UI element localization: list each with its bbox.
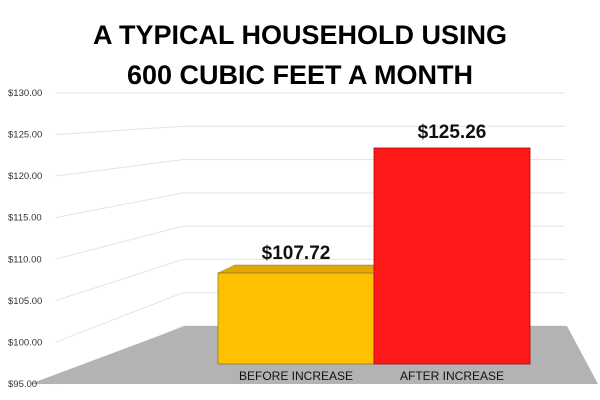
data-label: $107.72 (262, 243, 331, 264)
gridline-diagonal (54, 292, 184, 343)
chart-title-line-1: A TYPICAL HOUSEHOLD USING (93, 20, 507, 50)
gridline-diagonal (54, 125, 184, 136)
bars (217, 147, 531, 365)
gridline-diagonal (54, 258, 184, 302)
bar-1 (373, 147, 531, 365)
y-tick-label: $105.00 (8, 296, 42, 307)
gridline-diagonal (54, 159, 184, 177)
y-tick-label: $125.00 (8, 130, 42, 141)
data-label: $125.26 (418, 122, 487, 143)
gridline-diagonal (54, 192, 184, 219)
chart-title-line-2: 600 CUBIC FEET A MONTH (127, 60, 473, 90)
category-label: AFTER INCREASE (400, 369, 504, 383)
data-labels: $107.72 $125.26 (262, 122, 487, 264)
y-tick-label: $115.00 (8, 213, 42, 224)
x-axis-categories: BEFORE INCREASE AFTER INCREASE (239, 369, 504, 383)
y-tick-label: $95.00 (8, 379, 37, 390)
gridline-diagonal (54, 225, 184, 260)
bar-0 (217, 272, 375, 365)
y-tick-label: $120.00 (8, 171, 42, 182)
bar-top-face (217, 264, 377, 274)
category-label: BEFORE INCREASE (239, 369, 353, 383)
y-tick-label: $130.00 (8, 88, 42, 99)
y-tick-label: $110.00 (8, 254, 42, 265)
y-tick-label: $100.00 (8, 337, 42, 348)
y-axis-ticks: $95.00 $100.00 $105.00 $110.00 $115.00 $120.0… (8, 88, 42, 390)
